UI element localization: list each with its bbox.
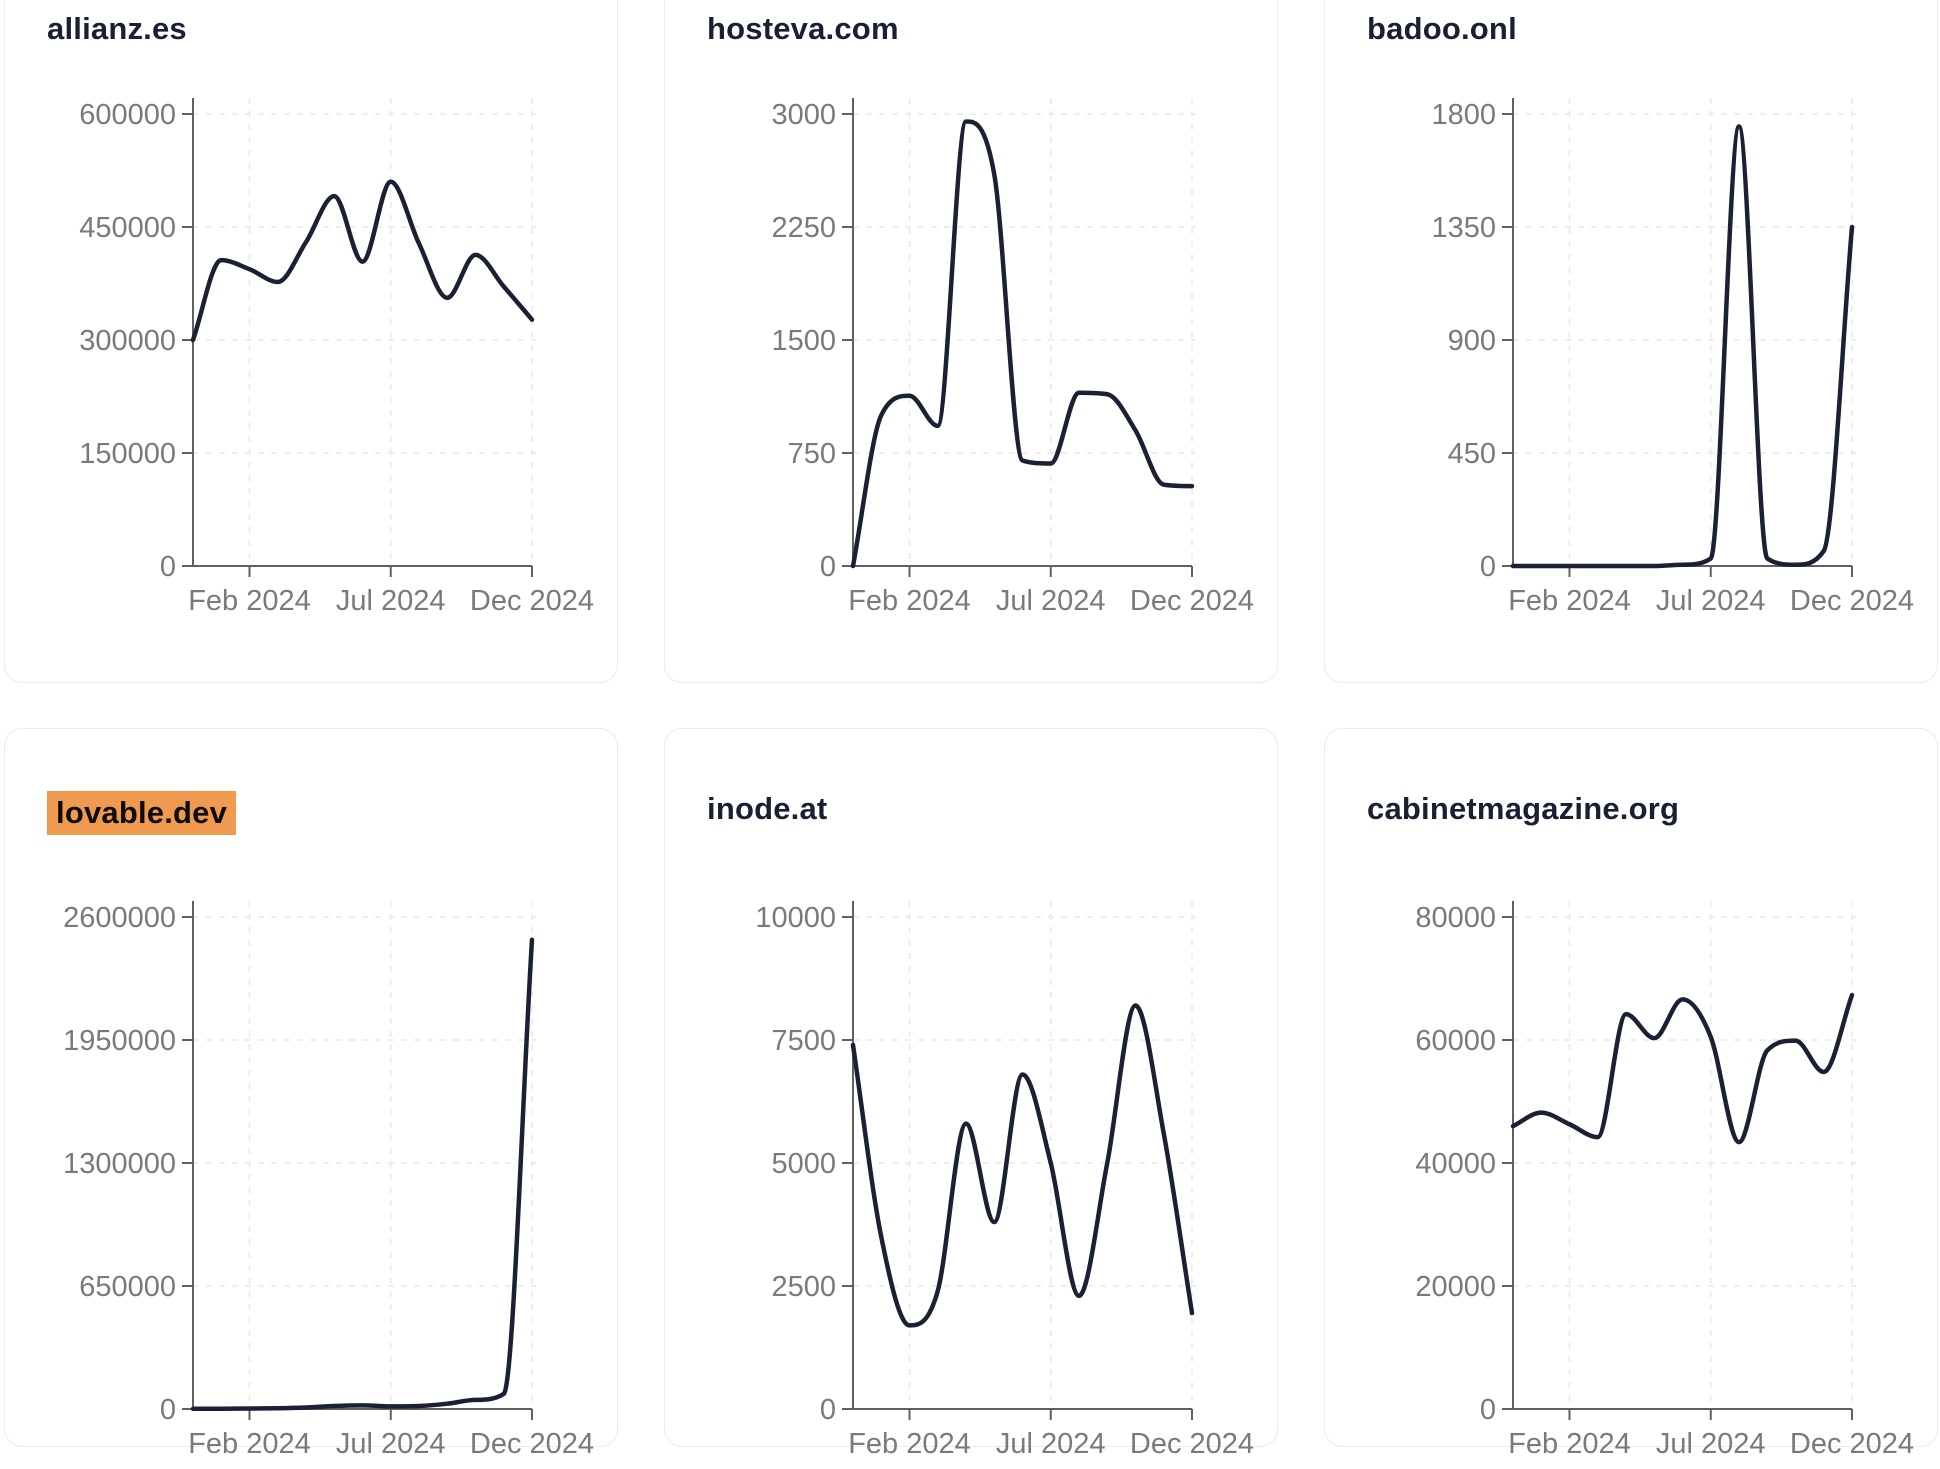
- x-tick-label: Jul 2024: [996, 585, 1106, 617]
- line-chart-svg: 0 450 900 1350 1800 Feb 2024 Jul 2024 Dec 2024: [1431, 98, 1914, 617]
- chart-title-wrap: allianz.es: [47, 11, 187, 47]
- y-tick-label: 2500: [771, 1271, 836, 1303]
- series-line: [190, 937, 535, 1412]
- line-chart-svg: 0 2500 5000 7500 10000 Feb 2024 Jul 2024 Dec 20…: [755, 901, 1254, 1460]
- x-tick-label: Jul 2024: [1656, 1428, 1766, 1460]
- chart-title-wrap: badoo.onl: [1367, 11, 1517, 47]
- chart-card-badoo-onl: badoo.onl 0 450 900 1350 1800 Feb 2024 Jul 202…: [1324, 0, 1938, 683]
- chart-card-allianz-es: allianz.es 0 150000 300000 450000 600000 Feb …: [4, 0, 618, 683]
- y-tick-label: 300000: [79, 325, 176, 357]
- line-chart-svg: 0 650000 1300000 1950000 2600000 Feb 2024 Jul …: [63, 901, 594, 1460]
- x-tick-label: Feb 2024: [848, 1428, 971, 1460]
- chart-card-lovable-dev: lovable.dev 0 650000 1300000 1950000 2600000…: [4, 728, 618, 1460]
- y-tick-label: 1350: [1431, 212, 1496, 244]
- chart-title: lovable.dev: [47, 791, 237, 835]
- y-tick-label: 1300000: [63, 1148, 176, 1180]
- y-tick-label: 0: [1480, 1394, 1496, 1426]
- y-tick-label: 80000: [1415, 902, 1496, 934]
- x-tick-label: Dec 2024: [1130, 1428, 1254, 1460]
- line-chart-inode-at: 0 2500 5000 7500 10000 Feb 2024 Jul 2024 Dec 20…: [665, 889, 1279, 1469]
- chart-title: badoo.onl: [1367, 11, 1517, 46]
- y-tick-label: 650000: [79, 1271, 176, 1303]
- y-tick-label: 2600000: [63, 902, 176, 934]
- y-tick-label: 20000: [1415, 1271, 1496, 1303]
- series-line: [190, 179, 535, 343]
- chart-card-cabinetmagazine-org: cabinetmagazine.org 0 20000 40000 60000 8000…: [1324, 728, 1938, 1460]
- line-chart-hosteva-com: 0 750 1500 2250 3000 Feb 2024 Jul 2024 Dec 2024: [665, 86, 1279, 626]
- y-tick-label: 0: [1480, 551, 1496, 583]
- line-chart-allianz-es: 0 150000 300000 450000 600000 Feb 2024 Jul 202…: [5, 86, 619, 626]
- chart-card-hosteva-com: hosteva.com 0 750 1500 2250 3000 Feb 2024 Jul …: [664, 0, 1278, 683]
- line-chart-svg: 0 20000 40000 60000 80000 Feb 2024 Jul 2024 Dec…: [1415, 901, 1914, 1460]
- y-tick-label: 450: [1448, 438, 1496, 470]
- x-tick-label: Dec 2024: [1790, 1428, 1914, 1460]
- x-tick-label: Dec 2024: [470, 1428, 594, 1460]
- x-tick-label: Jul 2024: [1656, 585, 1766, 617]
- chart-title: inode.at: [707, 791, 828, 826]
- y-tick-label: 40000: [1415, 1148, 1496, 1180]
- x-tick-label: Feb 2024: [848, 585, 971, 617]
- x-tick-label: Dec 2024: [470, 585, 594, 617]
- series-line: [850, 119, 1195, 569]
- x-tick-label: Jul 2024: [996, 1428, 1106, 1460]
- x-tick-label: Jul 2024: [336, 1428, 446, 1460]
- line-chart-cabinetmagazine-org: 0 20000 40000 60000 80000 Feb 2024 Jul 2024 Dec…: [1325, 889, 1939, 1469]
- y-tick-label: 0: [820, 1394, 836, 1426]
- series-line: [850, 1003, 1195, 1328]
- y-tick-label: 1950000: [63, 1025, 176, 1057]
- y-tick-label: 450000: [79, 212, 176, 244]
- chart-title-wrap: inode.at: [707, 791, 827, 827]
- line-chart-svg: 0 750 1500 2250 3000 Feb 2024 Jul 2024 Dec 2024: [771, 98, 1254, 617]
- line-chart-lovable-dev: 0 650000 1300000 1950000 2600000 Feb 2024 Jul …: [5, 889, 619, 1469]
- chart-title-wrap: lovable.dev: [47, 791, 237, 835]
- y-tick-label: 900: [1448, 325, 1496, 357]
- y-tick-label: 2250: [771, 212, 836, 244]
- charts-grid: allianz.es 0 150000 300000 450000 600000 Feb …: [4, 0, 1938, 1460]
- line-chart-svg: 0 150000 300000 450000 600000 Feb 2024 Jul 202…: [79, 98, 594, 617]
- x-tick-label: Dec 2024: [1130, 585, 1254, 617]
- x-tick-label: Feb 2024: [1508, 585, 1631, 617]
- y-tick-label: 1800: [1431, 99, 1496, 131]
- chart-card-inode-at: inode.at 0 2500 5000 7500 10000 Feb 2024 Jul 2…: [664, 728, 1278, 1460]
- y-tick-label: 750: [788, 438, 836, 470]
- x-tick-label: Jul 2024: [336, 585, 446, 617]
- y-tick-label: 10000: [755, 902, 836, 934]
- y-tick-label: 60000: [1415, 1025, 1496, 1057]
- series-line: [1510, 124, 1855, 569]
- x-tick-label: Feb 2024: [188, 585, 311, 617]
- y-tick-label: 1500: [771, 325, 836, 357]
- y-tick-label: 600000: [79, 99, 176, 131]
- x-tick-label: Feb 2024: [188, 1428, 311, 1460]
- line-chart-badoo-onl: 0 450 900 1350 1800 Feb 2024 Jul 2024 Dec 2024: [1325, 86, 1939, 626]
- x-tick-label: Feb 2024: [1508, 1428, 1631, 1460]
- chart-title-wrap: cabinetmagazine.org: [1367, 791, 1679, 827]
- y-tick-label: 3000: [771, 99, 836, 131]
- chart-title: hosteva.com: [707, 11, 899, 46]
- y-tick-label: 0: [820, 551, 836, 583]
- y-tick-label: 5000: [771, 1148, 836, 1180]
- y-tick-label: 0: [160, 1394, 176, 1426]
- chart-title: cabinetmagazine.org: [1367, 791, 1680, 826]
- chart-title-wrap: hosteva.com: [707, 11, 899, 47]
- y-tick-label: 150000: [79, 438, 176, 470]
- y-tick-label: 0: [160, 551, 176, 583]
- chart-title: allianz.es: [47, 11, 187, 46]
- y-tick-label: 7500: [771, 1025, 836, 1057]
- series-line: [1510, 992, 1855, 1145]
- x-tick-label: Dec 2024: [1790, 585, 1914, 617]
